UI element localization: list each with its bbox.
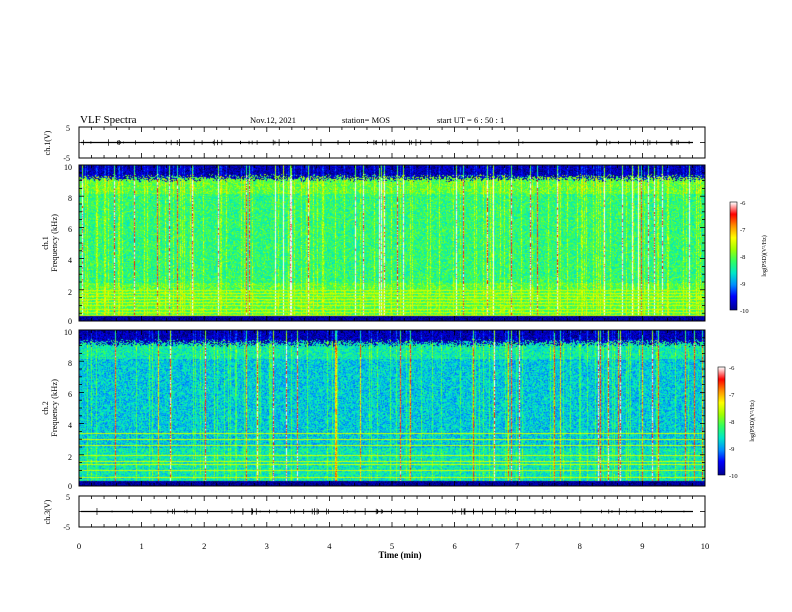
ch3-waveform-yticks: 5 -5 (63, 493, 70, 532)
x-tick-label: 0 (77, 541, 81, 551)
ch1-spec-ylabel-channel: ch.1 (41, 236, 50, 250)
ch2-colorbar-gradient (718, 367, 725, 475)
x-tick-label: 10 (701, 541, 710, 551)
ch1-colorbar: -6 -7 -8 -9 -10 log(PSD)(V²/Hz) (729, 200, 768, 315)
ch1-ytick-8: 8 (68, 194, 72, 203)
ch3-waveform-ylabel: ch.3(V) (43, 499, 52, 524)
ch1-waveform-ylabel: ch.1(V) (43, 130, 52, 155)
ch2-cbar-tick-m8: -8 (729, 419, 734, 426)
ch1-cbar-tick-m8: -8 (740, 254, 745, 261)
ch1-spectrogram-panel (79, 165, 705, 321)
ch2-ytick-8: 8 (68, 359, 72, 368)
x-tick-label: 8 (578, 541, 582, 551)
ch2-ytick-10: 10 (64, 328, 72, 337)
ch1-spec-ylabel-freq: Frequency (kHz) (49, 214, 59, 272)
ch1-ytick-4: 4 (68, 256, 72, 265)
header-date: Nov.12, 2021 (250, 115, 296, 125)
ch2-spec-ylabel-freq: Frequency (kHz) (49, 379, 59, 437)
ch3-waveform-trace (81, 508, 693, 515)
ch1-ytick-bottom: -5 (63, 154, 70, 163)
ch1-cbar-tick-m7: -7 (740, 227, 746, 234)
ch2-cbar-tick-m7: -7 (729, 392, 735, 399)
ch2-ytick-2: 2 (68, 453, 72, 462)
ch1-waveform-trace (81, 139, 693, 146)
ch2-colorbar: -6 -7 -8 -9 -10 log(PSD)(V²/Hz) (717, 365, 756, 480)
ch1-ytick-10: 10 (64, 163, 72, 172)
ch1-spec-yticks: 10 8 6 4 2 0 (64, 163, 72, 326)
ch2-spec-yticks: 10 8 6 4 2 0 (64, 328, 72, 491)
ch1-cbar-tick-m6: -6 (740, 200, 746, 207)
x-tick-label: 7 (515, 541, 519, 551)
header-station: station= MOS (342, 115, 390, 125)
x-tick-label: 6 (452, 541, 456, 551)
ch3-ytick-bottom: -5 (63, 523, 70, 532)
ch1-waveform-yticks: 5 -5 (63, 124, 70, 163)
ch2-ytick-4: 4 (68, 421, 72, 430)
ch2-cbar-tick-m9: -9 (729, 446, 734, 453)
x-tick-label: 1 (139, 541, 143, 551)
x-axis-tick-labels: 0 1 2 3 4 5 6 7 8 9 10 (77, 541, 709, 551)
ch2-spec-ylabel-channel: ch.2 (41, 401, 50, 415)
ch2-ytick-6: 6 (68, 390, 72, 399)
ch2-spectrogram-image (79, 330, 705, 486)
ch1-ytick-6: 6 (68, 225, 72, 234)
ch2-spectrogram-panel (79, 330, 705, 486)
ch1-colorbar-gradient (730, 202, 737, 310)
ch1-ytick-top: 5 (66, 124, 70, 133)
ch1-ytick-2: 2 (68, 288, 72, 297)
ch2-cbar-tick-m10: -10 (729, 473, 738, 480)
ch2-ytick-0: 0 (68, 482, 72, 491)
ch1-ytick-0: 0 (68, 317, 72, 326)
x-tick-label: 9 (640, 541, 644, 551)
ch2-cbar-tick-m6: -6 (729, 365, 735, 372)
ch2-colorbar-label: log(PSD)(V²/Hz) (749, 400, 756, 441)
axis-ticks (78, 126, 706, 528)
x-tick-label: 4 (327, 541, 332, 551)
ch1-spectrogram-image (79, 165, 705, 321)
ch1-colorbar-label: log(PSD)(V²/Hz) (761, 235, 768, 276)
x-axis-label: Time (min) (378, 550, 421, 560)
ch3-ytick-top: 5 (66, 493, 70, 502)
x-tick-label: 5 (390, 541, 394, 551)
ch1-cbar-tick-m9: -9 (740, 281, 745, 288)
x-tick-label: 2 (202, 541, 206, 551)
figure-title: VLF Spectra (80, 114, 137, 126)
header-start-time: start UT = 6 : 50 : 1 (437, 115, 504, 125)
x-tick-label: 3 (265, 541, 269, 551)
ch1-cbar-tick-m10: -10 (740, 308, 749, 315)
